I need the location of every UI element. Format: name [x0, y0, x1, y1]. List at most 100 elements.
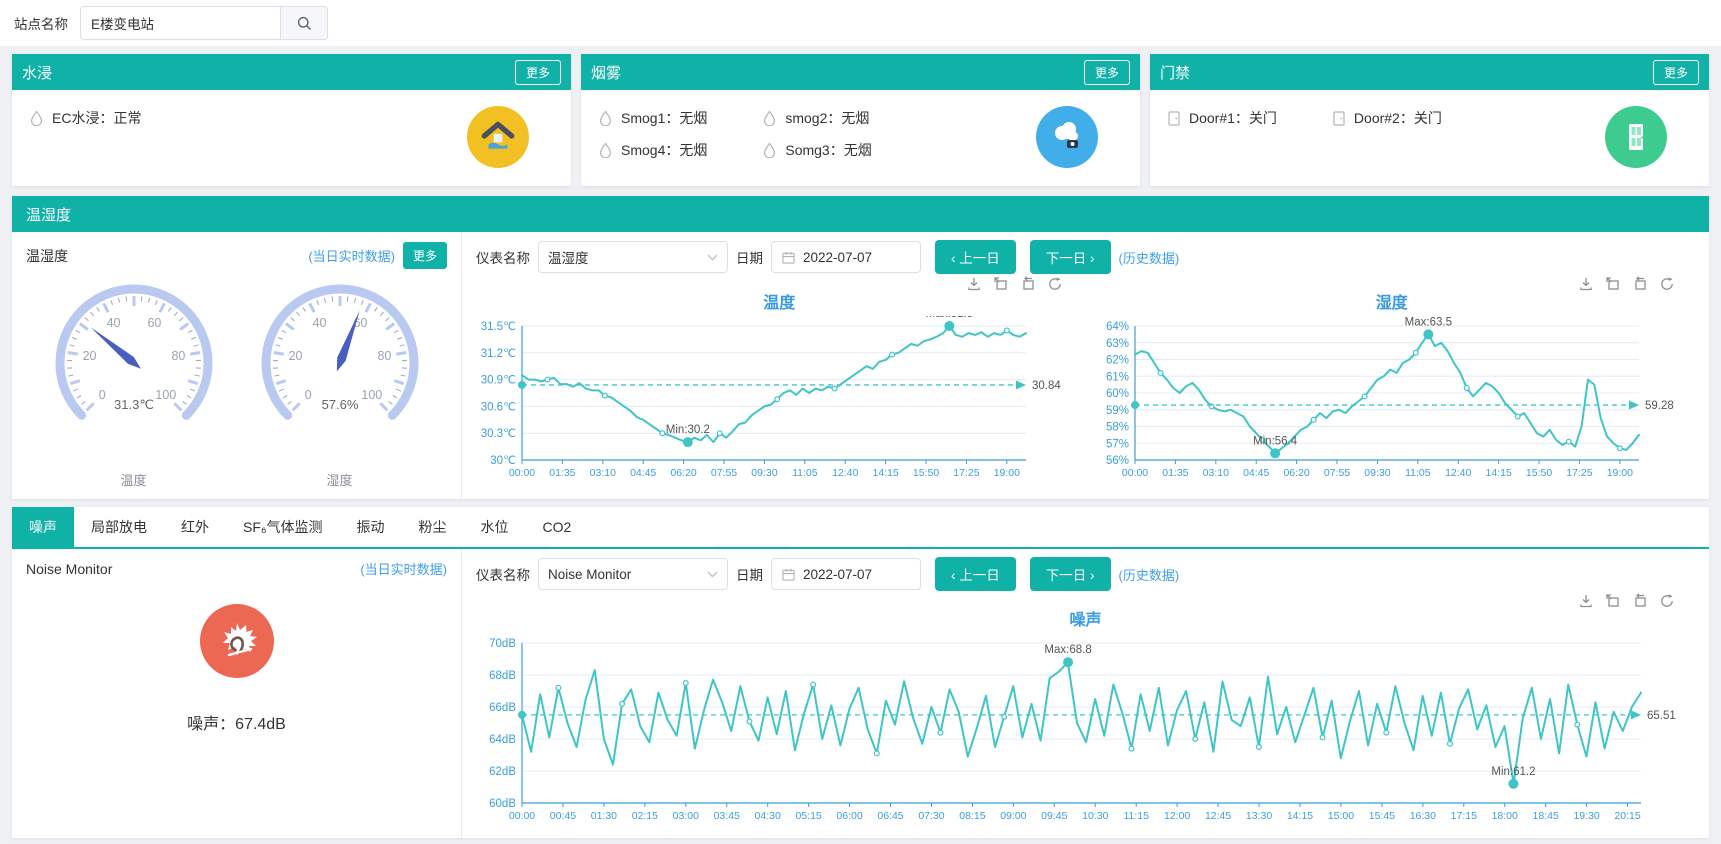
svg-text:06:20: 06:20 — [670, 467, 696, 479]
svg-text:07:30: 07:30 — [918, 810, 944, 822]
tab-infrared[interactable]: 红外 — [181, 519, 209, 535]
smoke-item: Smog1：无烟 — [599, 108, 707, 128]
svg-text:68dB: 68dB — [489, 670, 516, 682]
noise-next-day-button[interactable]: 下一日 › — [1029, 557, 1111, 591]
svg-text:80: 80 — [377, 349, 391, 363]
box-zoom-icon[interactable] — [993, 276, 1009, 292]
svg-text:15:50: 15:50 — [1525, 467, 1551, 479]
noise-chart-canvas[interactable]: 60dB 62dB 64dB 66dB 68dB 70dB 00:00 00:45 01:30 0… — [476, 633, 1691, 829]
svg-text:57%: 57% — [1105, 438, 1128, 450]
svg-text:13:30: 13:30 — [1246, 810, 1272, 822]
noise-right-panel: 仪表名称 Noise Monitor 日期 2022-07-07 — [462, 549, 1709, 838]
svg-text:17:15: 17:15 — [1451, 810, 1477, 822]
card-smoke-more-button[interactable]: 更多 — [1083, 59, 1130, 85]
svg-text:06:20: 06:20 — [1283, 467, 1309, 479]
next-day-button[interactable]: 下一日 › — [1029, 240, 1111, 274]
noise-chart-title: 噪声 — [1069, 612, 1102, 629]
tab-water-level[interactable]: 水位 — [480, 519, 509, 535]
noise-chart-toolbox — [476, 593, 1695, 611]
svg-text:09:45: 09:45 — [1041, 810, 1067, 822]
download-icon[interactable] — [1578, 593, 1594, 609]
site-name-input[interactable] — [80, 6, 280, 40]
smoke-cloud-icon — [1055, 122, 1078, 148]
svg-text:30.84: 30.84 — [1032, 380, 1061, 392]
history-data-link[interactable]: (历史数据) — [1118, 250, 1180, 266]
noise-prev-day-button[interactable]: ‹ 上一日 — [935, 557, 1016, 591]
smoke-item-text: Somg3：无烟 — [785, 142, 872, 158]
door-item: Door#1：关门 — [1168, 108, 1277, 128]
card-door-more-button[interactable]: 更多 — [1652, 59, 1699, 85]
noise-history-data-link[interactable]: (历史数据) — [1118, 567, 1180, 583]
svg-text:06:45: 06:45 — [877, 810, 903, 822]
svg-text:58%: 58% — [1105, 422, 1128, 434]
realtime-data-link[interactable]: (当日实时数据) — [308, 249, 395, 264]
humidity-chart-canvas[interactable]: 56% 57% 58% 59% 60% 61% 62% 63% 64% 00:00 01:35 03:… — [1089, 316, 1689, 486]
svg-text:03:00: 03:00 — [673, 810, 699, 822]
status-cards-row: 水浸 更多 EC水浸：正常 — [12, 54, 1709, 186]
svg-text:11:05: 11:05 — [1405, 467, 1431, 479]
svg-text:20:15: 20:15 — [1614, 810, 1640, 822]
svg-text:57.6%: 57.6% — [321, 397, 358, 412]
noise-meter-select[interactable]: Noise Monitor — [538, 558, 728, 590]
meter-name-label: 仪表名称 — [476, 568, 530, 583]
date-picker[interactable]: 2022-07-07 — [771, 241, 921, 273]
refresh-icon[interactable] — [1659, 593, 1675, 609]
site-search-box — [80, 6, 328, 40]
svg-text:Max:68.8: Max:68.8 — [1044, 644, 1091, 656]
humidity-gauge: 0 20 40 60 80 100 57.6% 湿度 — [245, 273, 435, 489]
svg-text:07:55: 07:55 — [711, 467, 737, 479]
svg-text:65.51: 65.51 — [1647, 710, 1676, 722]
svg-text:03:10: 03:10 — [590, 467, 616, 479]
tab-vibration[interactable]: 振动 — [356, 519, 385, 535]
svg-text:04:30: 04:30 — [755, 810, 781, 822]
zoom-reset-icon[interactable] — [1632, 276, 1648, 292]
temp-humidity-left-panel: 温湿度 (当日实时数据) 更多 0 20 40 60 80 100 31.3℃ 温度 0 20… — [12, 232, 462, 499]
svg-text:10:30: 10:30 — [1082, 810, 1108, 822]
refresh-icon[interactable] — [1047, 276, 1063, 292]
box-zoom-icon[interactable] — [1605, 276, 1621, 292]
smoke-item-text: Smog1：无烟 — [621, 110, 708, 126]
svg-text:00:00: 00:00 — [509, 467, 535, 479]
site-name-label: 站点名称 — [14, 17, 68, 32]
svg-text:06:00: 06:00 — [836, 810, 862, 822]
svg-text:00:00: 00:00 — [509, 810, 535, 822]
tab-partial-discharge[interactable]: 局部放电 — [91, 519, 147, 535]
svg-text:64%: 64% — [1105, 321, 1128, 333]
tab-dust[interactable]: 粉尘 — [418, 519, 447, 535]
noise-realtime-link[interactable]: (当日实时数据) — [360, 562, 447, 577]
svg-text:00:00: 00:00 — [1121, 467, 1147, 479]
download-icon[interactable] — [1578, 276, 1594, 292]
box-zoom-icon[interactable] — [1605, 593, 1621, 609]
card-water-title: 水浸 — [22, 64, 53, 82]
download-icon[interactable] — [966, 276, 982, 292]
noise-left-panel: Noise Monitor (当日实时数据) 噪声：67.4dB — [12, 549, 462, 838]
tab-co2[interactable]: CO2 — [542, 519, 572, 535]
card-water-more-button[interactable]: 更多 — [514, 59, 561, 85]
svg-text:100: 100 — [361, 388, 382, 402]
svg-text:00:45: 00:45 — [550, 810, 576, 822]
temp-humidity-section-header: 温湿度 — [12, 196, 1709, 232]
search-icon — [297, 16, 311, 30]
search-button[interactable] — [280, 6, 328, 40]
svg-text:40: 40 — [312, 316, 326, 330]
noise-meter-select-value: Noise Monitor — [548, 566, 632, 582]
noise-date-picker[interactable]: 2022-07-07 — [771, 558, 921, 590]
svg-text:40: 40 — [106, 316, 120, 330]
zoom-reset-icon[interactable] — [1632, 593, 1648, 609]
svg-text:01:35: 01:35 — [549, 467, 575, 479]
temperature-chart-canvas[interactable]: 30℃ 30.3℃ 30.6℃ 30.9℃ 31.2℃ 31.5℃ 00:00 01:35 03… — [476, 316, 1076, 486]
smoke-item: Somg3：无烟 — [763, 140, 872, 160]
smoke-item-text: smog2：无烟 — [785, 110, 870, 126]
meter-select[interactable]: 温湿度 — [538, 241, 728, 273]
svg-text:63%: 63% — [1105, 338, 1128, 350]
prev-day-button[interactable]: ‹ 上一日 — [935, 240, 1016, 274]
svg-text:05:15: 05:15 — [795, 810, 821, 822]
tab-noise[interactable]: 噪声 — [12, 507, 74, 547]
svg-text:04:45: 04:45 — [630, 467, 656, 479]
refresh-icon[interactable] — [1659, 276, 1675, 292]
tab-sf6-gas[interactable]: SF₆气体监测 — [243, 519, 323, 535]
svg-text:15:45: 15:45 — [1369, 810, 1395, 822]
gauge-more-button[interactable]: 更多 — [402, 242, 447, 269]
zoom-reset-icon[interactable] — [1020, 276, 1036, 292]
droplet-icon — [599, 142, 612, 158]
